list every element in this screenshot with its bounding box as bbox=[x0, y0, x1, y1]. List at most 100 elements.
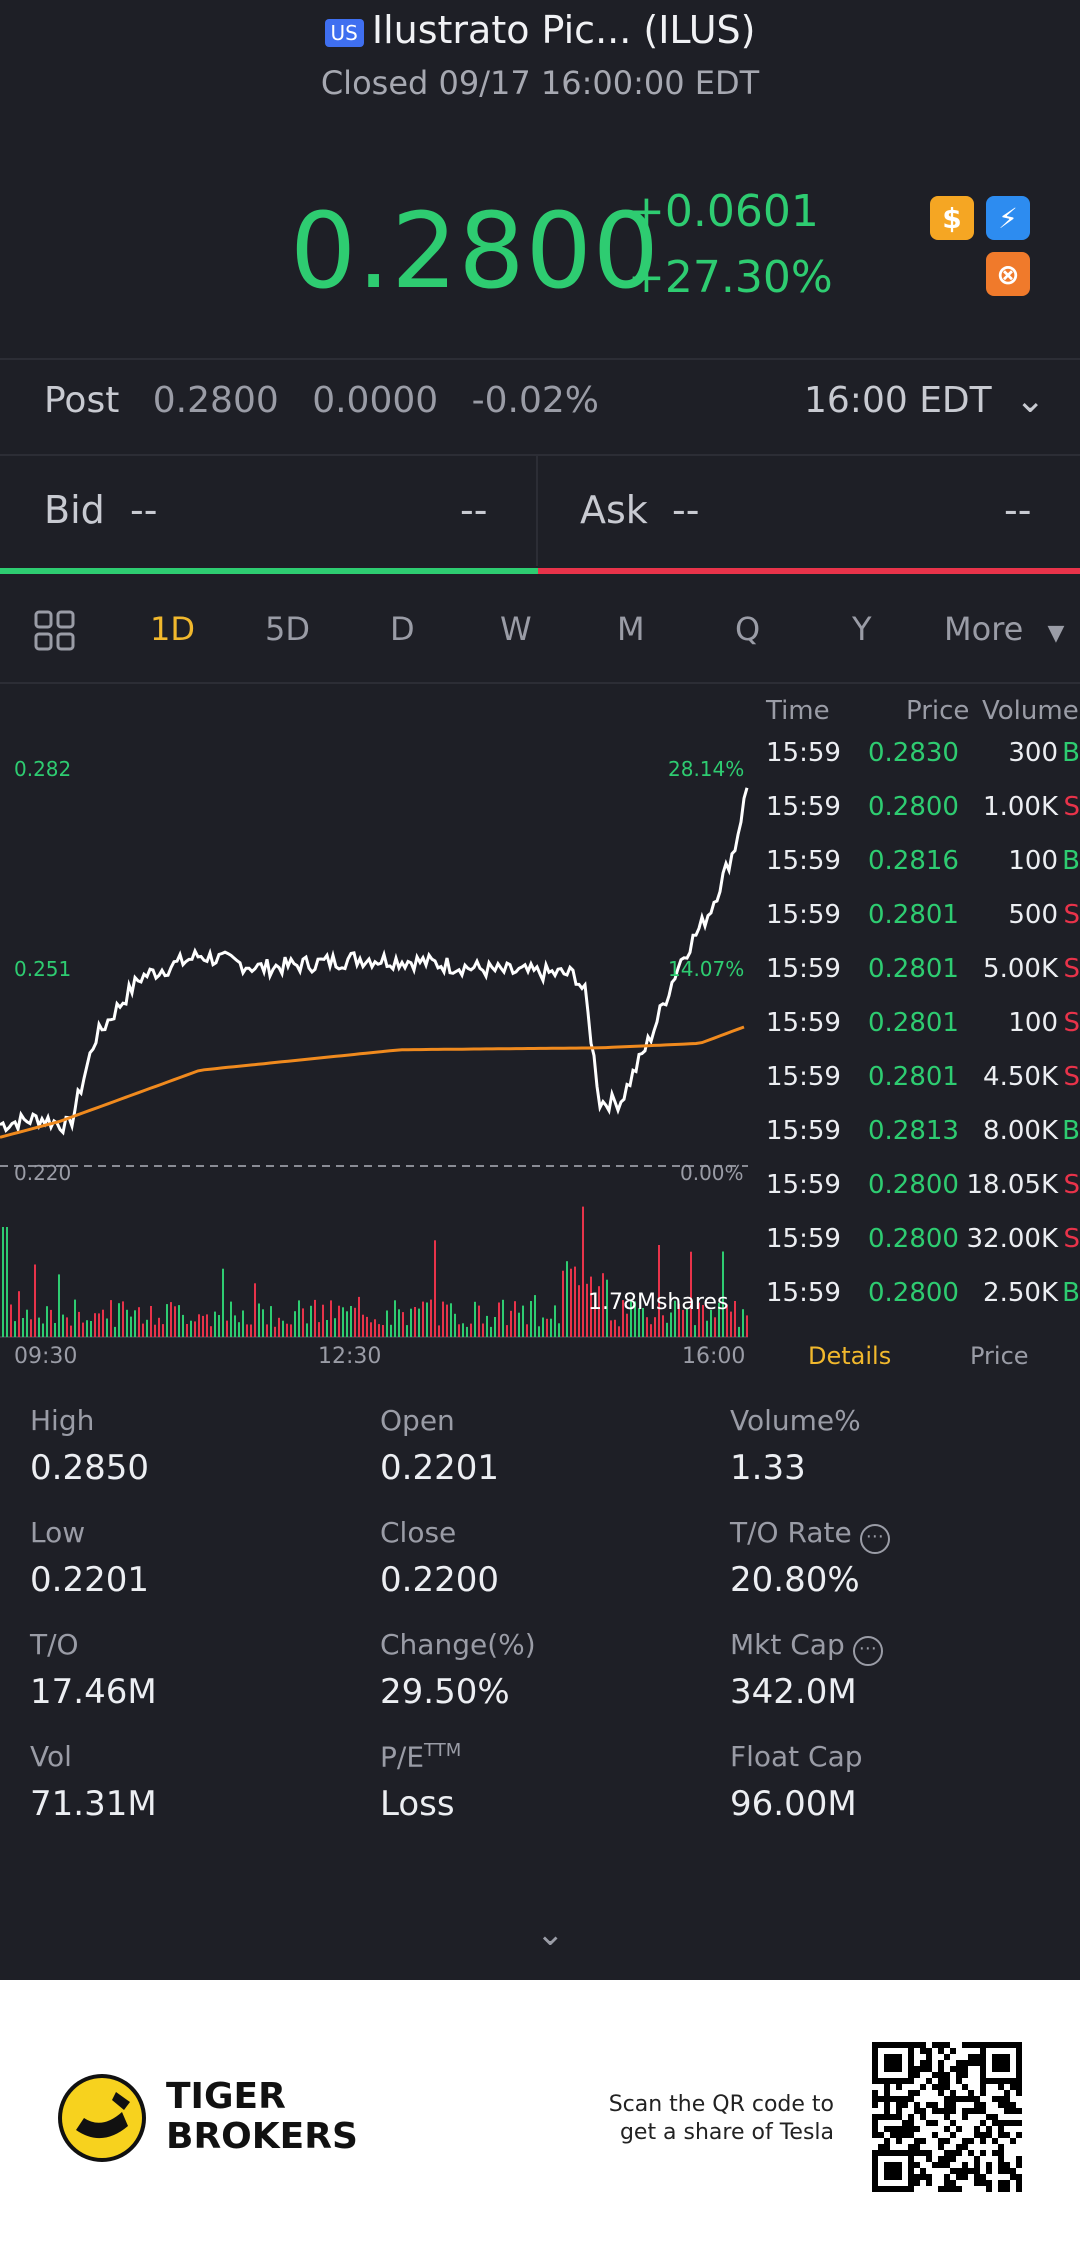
volume-bar bbox=[450, 1303, 452, 1337]
volume-bar bbox=[2, 1227, 4, 1337]
qr-code-icon[interactable] bbox=[872, 2042, 1022, 2192]
intraday-chart[interactable] bbox=[0, 686, 762, 1352]
volume-bar bbox=[6, 1227, 8, 1337]
expand-chevron-icon[interactable]: ⌄ bbox=[536, 1914, 565, 1954]
tab-price[interactable]: Price bbox=[970, 1342, 1029, 1370]
average-price-line bbox=[0, 1025, 745, 1139]
volume-bar bbox=[134, 1310, 136, 1337]
tab-more[interactable]: More ▼ bbox=[944, 610, 1064, 648]
tick-row: 15:59 0.2800 2.50K B bbox=[762, 1278, 1080, 1332]
volume-bar bbox=[34, 1264, 36, 1337]
tick-side: S bbox=[1063, 1170, 1080, 1200]
pct-axis-top-label: 28.14% bbox=[668, 757, 745, 781]
tab-y[interactable]: Y bbox=[852, 610, 872, 648]
volume-bar bbox=[418, 1308, 420, 1337]
post-time-selector[interactable]: 16:00 EDT ⌄ bbox=[804, 380, 1045, 421]
stat-value: 1.33 bbox=[730, 1448, 806, 1488]
tick-time: 15:59 bbox=[766, 1062, 841, 1092]
volume-bar bbox=[74, 1299, 76, 1337]
promo-text-line-1: Scan the QR code to bbox=[608, 2092, 834, 2117]
volume-bar bbox=[474, 1301, 476, 1337]
stat-label-sup: TTM bbox=[424, 1740, 462, 1761]
volume-bar bbox=[598, 1286, 600, 1337]
volume-bar bbox=[106, 1318, 108, 1337]
bid-strength-bar bbox=[0, 568, 538, 574]
volume-bar bbox=[538, 1326, 540, 1337]
volume-bar bbox=[326, 1320, 328, 1337]
info-icon[interactable]: ⋯ bbox=[859, 1524, 890, 1554]
volume-bar bbox=[302, 1308, 304, 1337]
volume-bar bbox=[702, 1305, 704, 1337]
volume-bar bbox=[454, 1313, 456, 1337]
volume-bar bbox=[30, 1319, 32, 1337]
stat-label: Close bbox=[380, 1516, 457, 1549]
tab-w[interactable]: W bbox=[500, 610, 532, 648]
tab-d[interactable]: D bbox=[390, 610, 415, 648]
volume-bar bbox=[590, 1276, 592, 1337]
volume-bar bbox=[446, 1304, 448, 1337]
tick-price: 0.2830 bbox=[868, 738, 959, 768]
volume-bar bbox=[394, 1300, 396, 1337]
tick-volume: 8.00K bbox=[983, 1116, 1058, 1146]
tick-side: S bbox=[1063, 1062, 1080, 1092]
tab-details[interactable]: Details bbox=[808, 1342, 892, 1370]
volume-bar bbox=[582, 1206, 584, 1337]
lightning-icon[interactable]: ⚡ bbox=[986, 196, 1030, 240]
period-tabs: 1D 5D D W M Q Y More ▼ bbox=[0, 610, 1080, 674]
volume-bar bbox=[242, 1310, 244, 1337]
post-market-row: Post 0.2800 0.0000 -0.02% bbox=[44, 380, 621, 421]
basketball-icon[interactable]: ⊗ bbox=[986, 252, 1030, 296]
caret-down-icon: ▼ bbox=[1047, 621, 1065, 646]
volume-bar bbox=[398, 1309, 400, 1337]
volume-bar bbox=[334, 1318, 336, 1337]
volume-bar bbox=[38, 1317, 40, 1337]
tab-5d[interactable]: 5D bbox=[265, 610, 310, 648]
volume-bar bbox=[66, 1317, 68, 1337]
stat-value: 0.2201 bbox=[30, 1560, 149, 1600]
info-icon[interactable]: ⋯ bbox=[852, 1636, 883, 1666]
tab-m[interactable]: M bbox=[617, 610, 645, 648]
volume-bar bbox=[46, 1306, 48, 1337]
volume-bar bbox=[162, 1324, 164, 1337]
tick-row: 15:59 0.2801 500 S bbox=[762, 900, 1080, 954]
volume-bar bbox=[458, 1324, 460, 1337]
stat-value: 0.2850 bbox=[30, 1448, 149, 1488]
volume-bar bbox=[646, 1317, 648, 1337]
volume-bar bbox=[314, 1299, 316, 1337]
volume-bar bbox=[530, 1301, 532, 1337]
volume-bar bbox=[342, 1307, 344, 1337]
volume-bar bbox=[178, 1305, 180, 1337]
dollar-icon[interactable]: $ bbox=[930, 196, 974, 240]
tick-side: S bbox=[1063, 792, 1080, 822]
grid-icon[interactable] bbox=[34, 610, 76, 660]
volume-bar bbox=[70, 1325, 72, 1337]
volume-bar bbox=[86, 1320, 88, 1337]
tab-q[interactable]: Q bbox=[735, 610, 761, 648]
volume-bar bbox=[410, 1308, 412, 1337]
volume-bar bbox=[586, 1283, 588, 1337]
volume-bar bbox=[250, 1324, 252, 1337]
volume-bar bbox=[422, 1301, 424, 1337]
volume-bar bbox=[466, 1326, 468, 1337]
volume-bar bbox=[374, 1319, 376, 1337]
volume-bar bbox=[498, 1302, 500, 1337]
volume-bar bbox=[682, 1309, 684, 1337]
tick-time: 15:59 bbox=[766, 738, 841, 768]
tab-1d[interactable]: 1D bbox=[150, 610, 195, 648]
tick-time: 15:59 bbox=[766, 1224, 841, 1254]
post-change: 0.0000 bbox=[312, 380, 439, 421]
ask-label: Ask bbox=[580, 488, 648, 532]
volume-bar bbox=[94, 1313, 96, 1337]
volume-bar bbox=[270, 1306, 272, 1337]
volume-bar bbox=[670, 1312, 672, 1337]
volume-bar bbox=[470, 1323, 472, 1337]
tick-time: 15:59 bbox=[766, 1170, 841, 1200]
tick-price: 0.2801 bbox=[868, 900, 959, 930]
stat-label: Open bbox=[380, 1404, 455, 1437]
volume-bar bbox=[18, 1291, 20, 1337]
volume-bar bbox=[638, 1308, 640, 1337]
volume-bar bbox=[146, 1319, 148, 1337]
volume-bar bbox=[110, 1300, 112, 1337]
stat-value: 342.0M bbox=[730, 1672, 857, 1712]
tick-price: 0.2801 bbox=[868, 1008, 959, 1038]
